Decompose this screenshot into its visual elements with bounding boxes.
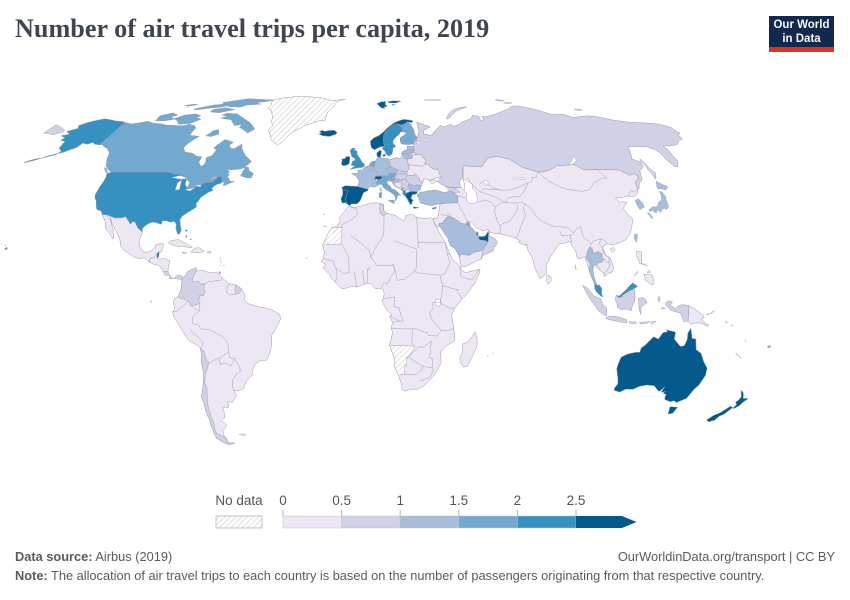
svg-text:No data: No data xyxy=(215,493,263,508)
svg-text:2: 2 xyxy=(514,493,522,508)
svg-text:2.5: 2.5 xyxy=(567,493,586,508)
svg-text:1: 1 xyxy=(396,493,404,508)
svg-text:0: 0 xyxy=(279,493,287,508)
svg-text:1.5: 1.5 xyxy=(449,493,468,508)
svg-text:0.5: 0.5 xyxy=(332,493,351,508)
